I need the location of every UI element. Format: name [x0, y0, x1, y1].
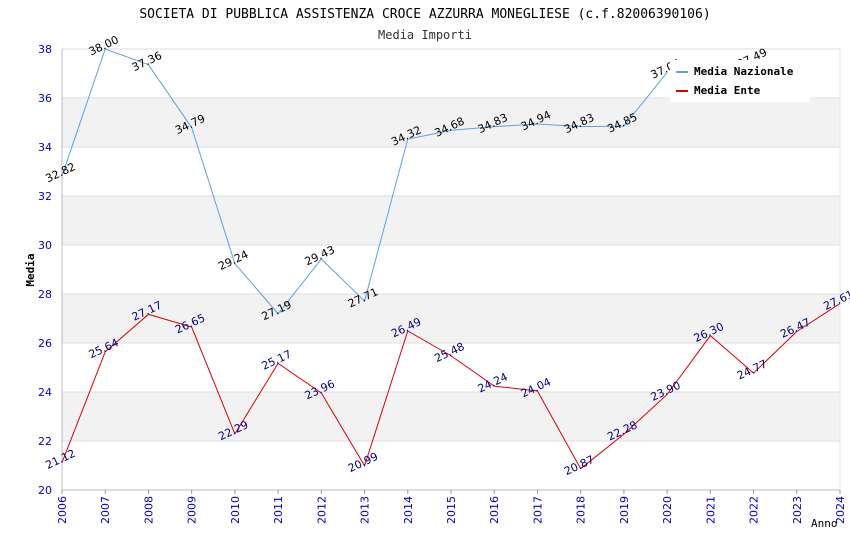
x-tick-label: 2009 — [186, 496, 199, 524]
x-tick-label: 2012 — [315, 496, 328, 524]
x-tick-label: 2019 — [618, 496, 631, 524]
data-label: 29.43 — [303, 243, 337, 268]
x-tick-label: 2021 — [704, 496, 717, 524]
series-line-media-ente — [61, 303, 841, 470]
x-tick-label: 2008 — [142, 496, 155, 524]
x-tick-label: 2016 — [488, 496, 501, 524]
x-tick-label: 2010 — [229, 496, 242, 524]
y-axis-title: Media — [24, 253, 37, 286]
y-tick-label: 38 — [38, 43, 52, 56]
data-label: 21.12 — [43, 447, 77, 472]
y-tick-label: 28 — [38, 288, 52, 301]
legend-box — [670, 60, 810, 102]
x-tick-label: 2006 — [56, 496, 69, 524]
grid-band — [62, 196, 840, 245]
y-tick-label: 36 — [38, 92, 52, 105]
x-tick-label: 2013 — [359, 496, 372, 524]
y-tick-label: 26 — [38, 337, 52, 350]
data-label: 20.99 — [346, 450, 380, 475]
data-label: 32.82 — [43, 160, 77, 185]
data-label: 20.87 — [562, 453, 596, 478]
y-tick-label: 34 — [38, 141, 52, 154]
x-tick-label: 2011 — [272, 496, 285, 524]
x-tick-label: 2017 — [531, 496, 544, 524]
x-tick-label: 2018 — [575, 496, 588, 524]
data-label: 29.24 — [216, 248, 250, 273]
legend-label-media-nazionale: Media Nazionale — [694, 65, 794, 78]
grid-band — [62, 392, 840, 441]
grid-band — [62, 294, 840, 343]
data-label: 37.36 — [130, 49, 164, 74]
data-label: 25.17 — [260, 348, 294, 373]
x-tick-label: 2014 — [402, 496, 415, 524]
x-tick-label: 2015 — [445, 496, 458, 524]
grid-band — [62, 98, 840, 147]
legend: Media Nazionale Media Ente — [670, 60, 810, 102]
x-tick-label: 2007 — [99, 496, 112, 524]
x-tick-label: 2020 — [661, 496, 674, 524]
x-tick-label: 2022 — [748, 496, 761, 524]
y-tick-label: 24 — [38, 386, 52, 399]
chart-subtitle: Media Importi — [378, 28, 472, 42]
y-tick-label: 20 — [38, 484, 52, 497]
x-tick-label: 2024 — [834, 496, 847, 524]
x-axis-title: Anno — [811, 517, 838, 530]
data-label: 25.48 — [432, 340, 466, 365]
chart-title: SOCIETA DI PUBBLICA ASSISTENZA CROCE AZZ… — [139, 7, 710, 22]
y-tick-label: 32 — [38, 190, 52, 203]
y-tick-label: 30 — [38, 239, 52, 252]
legend-label-media-ente: Media Ente — [694, 84, 761, 97]
x-tick-label: 2023 — [791, 496, 804, 524]
series-line-media-nazionale — [61, 48, 668, 315]
y-tick-label: 22 — [38, 435, 52, 448]
